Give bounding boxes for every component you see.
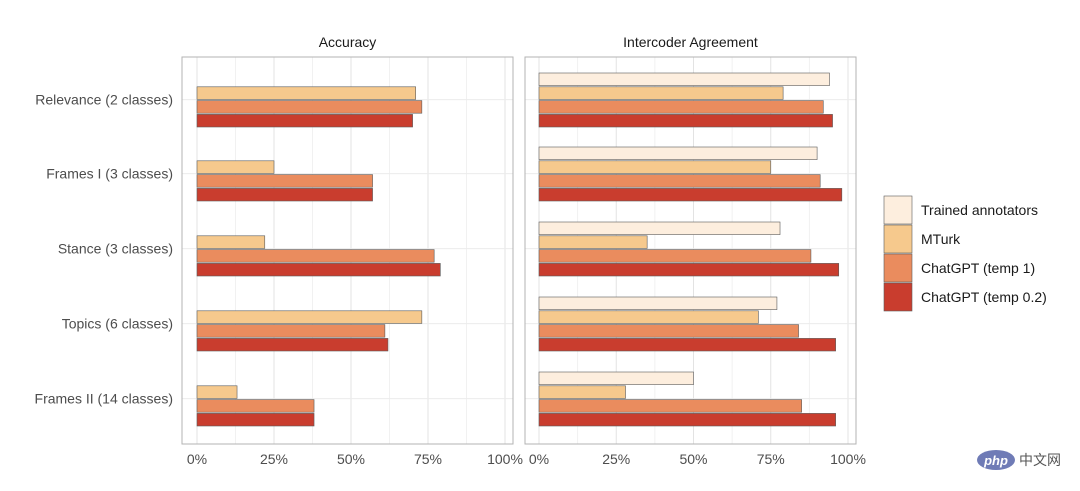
bar — [196, 114, 413, 128]
bar — [538, 235, 648, 249]
bar — [538, 310, 759, 324]
legend-key — [883, 253, 913, 283]
x-tick-label: 0% — [529, 451, 549, 467]
bar — [538, 385, 626, 399]
x-tick-label: 25% — [602, 451, 630, 467]
php-logo-text: php — [983, 453, 1008, 468]
legend-key — [883, 282, 913, 312]
legend-item: ChatGPT (temp 0.2) — [883, 282, 1047, 312]
bar — [538, 296, 778, 310]
bar — [196, 385, 238, 399]
bar — [538, 263, 840, 277]
legend-item: Trained annotators — [883, 195, 1038, 225]
category-label: Stance (3 classes) — [58, 241, 173, 257]
x-tick-label: 50% — [337, 451, 365, 467]
bar — [538, 86, 784, 100]
bar — [196, 249, 435, 263]
bar — [196, 324, 386, 338]
bar — [538, 399, 802, 413]
x-tick-label: 75% — [414, 451, 442, 467]
bar — [538, 72, 830, 86]
bar — [538, 100, 824, 114]
category-label: Topics (6 classes) — [62, 316, 173, 332]
x-tick-label: 25% — [260, 451, 288, 467]
bar — [196, 235, 266, 249]
category-labels: Relevance (2 classes) Frames I (3 classes… — [35, 92, 173, 407]
legend-label: ChatGPT (temp 0.2) — [921, 289, 1047, 305]
x-tick-label: 100% — [487, 451, 523, 467]
legend-label: MTurk — [921, 231, 961, 247]
bar — [196, 174, 373, 188]
bar — [538, 188, 843, 202]
bar — [538, 146, 818, 160]
php-logo-icon — [977, 450, 1015, 470]
bar — [538, 371, 694, 385]
panel-1: Intercoder Agreement 0% 25% 50% 75% 100% — [524, 34, 866, 467]
bar — [196, 310, 423, 324]
legend-label: ChatGPT (temp 1) — [921, 260, 1035, 276]
panel-border — [524, 56, 857, 445]
legend-key — [883, 195, 913, 225]
bar — [196, 399, 315, 413]
bar — [196, 338, 389, 352]
bar — [538, 221, 781, 235]
bar — [538, 249, 812, 263]
x-tick-label: 0% — [187, 451, 207, 467]
legend: Trained annotators MTurk ChatGPT (temp 1) C… — [883, 195, 1047, 312]
legend-label: Trained annotators — [921, 202, 1038, 218]
panel-title: Accuracy — [319, 34, 377, 50]
watermark-text: 中文网 — [1019, 452, 1061, 468]
panel-0: Accuracy 0% 25% 50% 75% 100% — [181, 34, 523, 467]
bar — [538, 160, 772, 174]
watermark: php 中文网 — [977, 450, 1061, 470]
x-tick-label: 75% — [757, 451, 785, 467]
bar — [196, 86, 416, 100]
x-tick-label: 100% — [830, 451, 866, 467]
category-label: Relevance (2 classes) — [35, 92, 173, 108]
bar — [196, 413, 315, 427]
category-label: Frames I (3 classes) — [46, 166, 173, 182]
bar — [196, 100, 423, 114]
bar — [196, 188, 373, 202]
legend-key — [883, 224, 913, 254]
legend-item: ChatGPT (temp 1) — [883, 253, 1035, 283]
panel-border — [181, 56, 514, 445]
panel-title: Intercoder Agreement — [623, 34, 758, 50]
bar — [538, 413, 836, 427]
bar — [538, 174, 821, 188]
bar — [196, 160, 275, 174]
bar — [538, 114, 833, 128]
legend-item: MTurk — [883, 224, 961, 254]
x-tick-label: 50% — [679, 451, 707, 467]
bar — [538, 338, 836, 352]
bar — [538, 324, 799, 338]
bar — [196, 263, 441, 277]
category-label: Frames II (14 classes) — [35, 391, 173, 407]
